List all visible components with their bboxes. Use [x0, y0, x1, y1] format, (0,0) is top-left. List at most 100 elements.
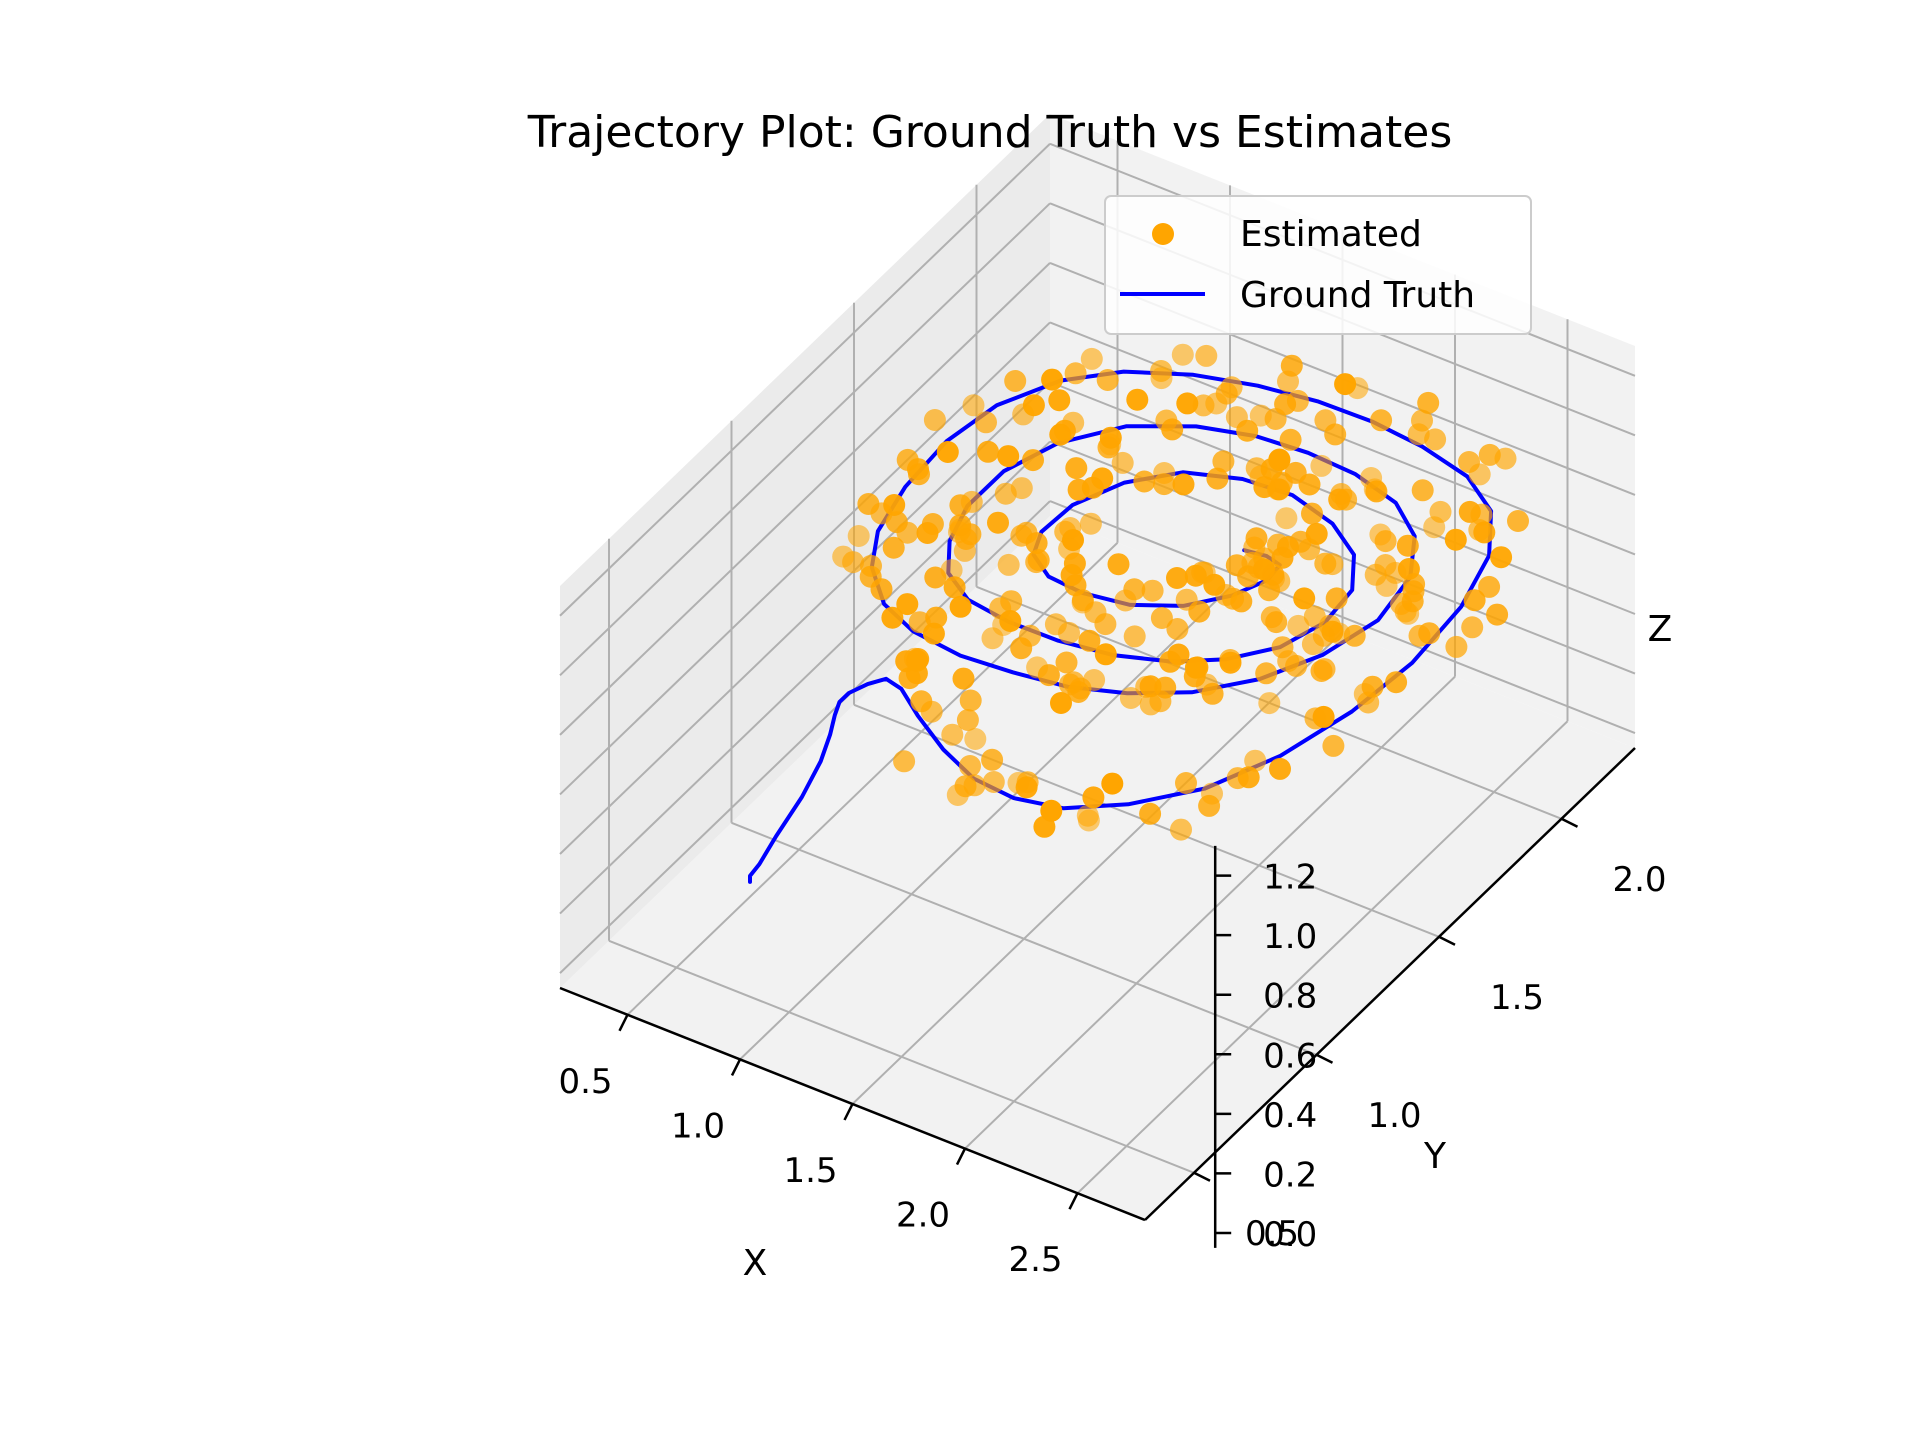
estimated-point	[1423, 516, 1446, 539]
plot-marks	[748, 343, 1529, 884]
grid-x-floor	[626, 542, 1119, 1016]
estimated-point	[952, 667, 975, 690]
estimated-point	[1445, 635, 1468, 658]
estimated-point	[1077, 809, 1100, 832]
z-tick-label: 0.6	[1263, 1036, 1317, 1076]
estimated-point	[1255, 662, 1278, 685]
estimated-point	[1175, 588, 1198, 611]
estimated-point	[1170, 818, 1192, 841]
grid-x-floor	[739, 586, 1231, 1061]
estimated-point	[1015, 776, 1038, 799]
x-tick	[1068, 1192, 1079, 1210]
estimated-point	[1171, 343, 1194, 366]
estimated-point	[1141, 579, 1164, 602]
estimated-point	[992, 614, 1015, 636]
estimated-point	[1055, 651, 1078, 674]
z-tick-label: 0.0	[1263, 1215, 1317, 1255]
estimated-point	[1193, 561, 1216, 584]
estimated-point	[1126, 388, 1149, 411]
estimated-point	[1062, 671, 1085, 694]
estimated-point	[1123, 625, 1146, 648]
grid-x-floor	[1076, 720, 1569, 1194]
estimated-point	[1161, 418, 1184, 441]
estimated-point	[1041, 368, 1064, 391]
z-tick-label: 1.2	[1263, 858, 1317, 898]
grid-z-left	[559, 202, 1051, 677]
x-tick-label: 2.0	[896, 1196, 950, 1236]
estimated-point	[1478, 575, 1501, 598]
estimated-point	[1269, 757, 1291, 780]
estimated-point	[1298, 538, 1321, 561]
estimated-point	[896, 521, 919, 544]
estimated-point	[1010, 524, 1033, 547]
estimated-point	[1025, 551, 1048, 574]
estimated-point	[1059, 517, 1082, 539]
estimated-point	[1258, 692, 1281, 715]
legend-estimated-marker	[1152, 223, 1174, 245]
estimated-point	[1082, 786, 1105, 809]
estimated-point	[1184, 656, 1207, 679]
y-tick-label: 0.5	[1245, 1214, 1299, 1254]
x-tick	[843, 1103, 854, 1121]
estimated-point	[1050, 692, 1072, 714]
estimated-point	[1219, 651, 1242, 674]
estimated-point	[949, 518, 972, 541]
z-tick-label: 0.2	[1263, 1155, 1317, 1195]
left-pane	[560, 114, 1050, 988]
estimated-point	[870, 578, 893, 601]
grid-z-left	[559, 143, 1051, 617]
estimated-point	[1139, 693, 1162, 716]
estimated-point	[982, 771, 1005, 793]
legend: Estimated Ground Truth	[1104, 195, 1532, 335]
estimated-point	[1111, 451, 1134, 474]
estimated-point	[1166, 567, 1188, 589]
estimated-point	[1201, 782, 1223, 805]
estimated-point	[1133, 470, 1156, 493]
estimated-point	[1277, 370, 1299, 393]
estimated-point	[1176, 392, 1199, 415]
estimated-point	[908, 611, 931, 634]
z-axis-label: Z	[1648, 609, 1673, 650]
y-tick-label: 1.5	[1490, 978, 1544, 1018]
estimated-point	[1167, 643, 1190, 666]
estimated-point	[1040, 799, 1063, 822]
y-tick	[1438, 935, 1456, 946]
estimated-point	[1150, 367, 1173, 390]
estimated-point	[1279, 428, 1302, 451]
estimated-point	[870, 502, 893, 525]
estimated-point	[1064, 362, 1087, 385]
tick-marks	[618, 817, 1579, 1235]
estimated-point	[1022, 449, 1044, 472]
estimated-point	[1335, 488, 1358, 511]
estimated-point	[954, 775, 977, 798]
z-tick-label: 0.8	[1263, 977, 1317, 1017]
grid-x-floor	[851, 631, 1344, 1105]
estimated-point	[949, 595, 972, 618]
estimated-point	[1298, 473, 1321, 496]
estimated-point	[956, 709, 979, 731]
x-tick	[618, 1014, 629, 1032]
estimated-point	[1403, 573, 1426, 596]
estimated-point	[893, 750, 916, 773]
estimated-point	[1079, 512, 1102, 535]
estimated-point	[1264, 408, 1287, 430]
estimated-point	[847, 525, 870, 547]
estimated-point	[1411, 409, 1433, 432]
estimated-point	[1139, 802, 1162, 825]
chart-title: Trajectory Plot: Ground Truth vs Estimat…	[527, 107, 1453, 158]
estimated-point	[1314, 552, 1337, 575]
estimated-point	[1478, 443, 1501, 466]
z-tick-label: 0.4	[1263, 1096, 1317, 1136]
estimated-point	[1397, 602, 1420, 625]
estimated-point	[1408, 624, 1431, 647]
estimated-point	[1000, 590, 1023, 613]
y-tick-label: 1.0	[1367, 1096, 1421, 1136]
y-tick	[1193, 1171, 1211, 1182]
estimated-point	[1444, 528, 1467, 551]
estimated-point	[1303, 605, 1326, 628]
estimated-point	[1012, 403, 1035, 426]
estimated-point	[1385, 671, 1408, 694]
estimated-point	[1048, 389, 1071, 412]
